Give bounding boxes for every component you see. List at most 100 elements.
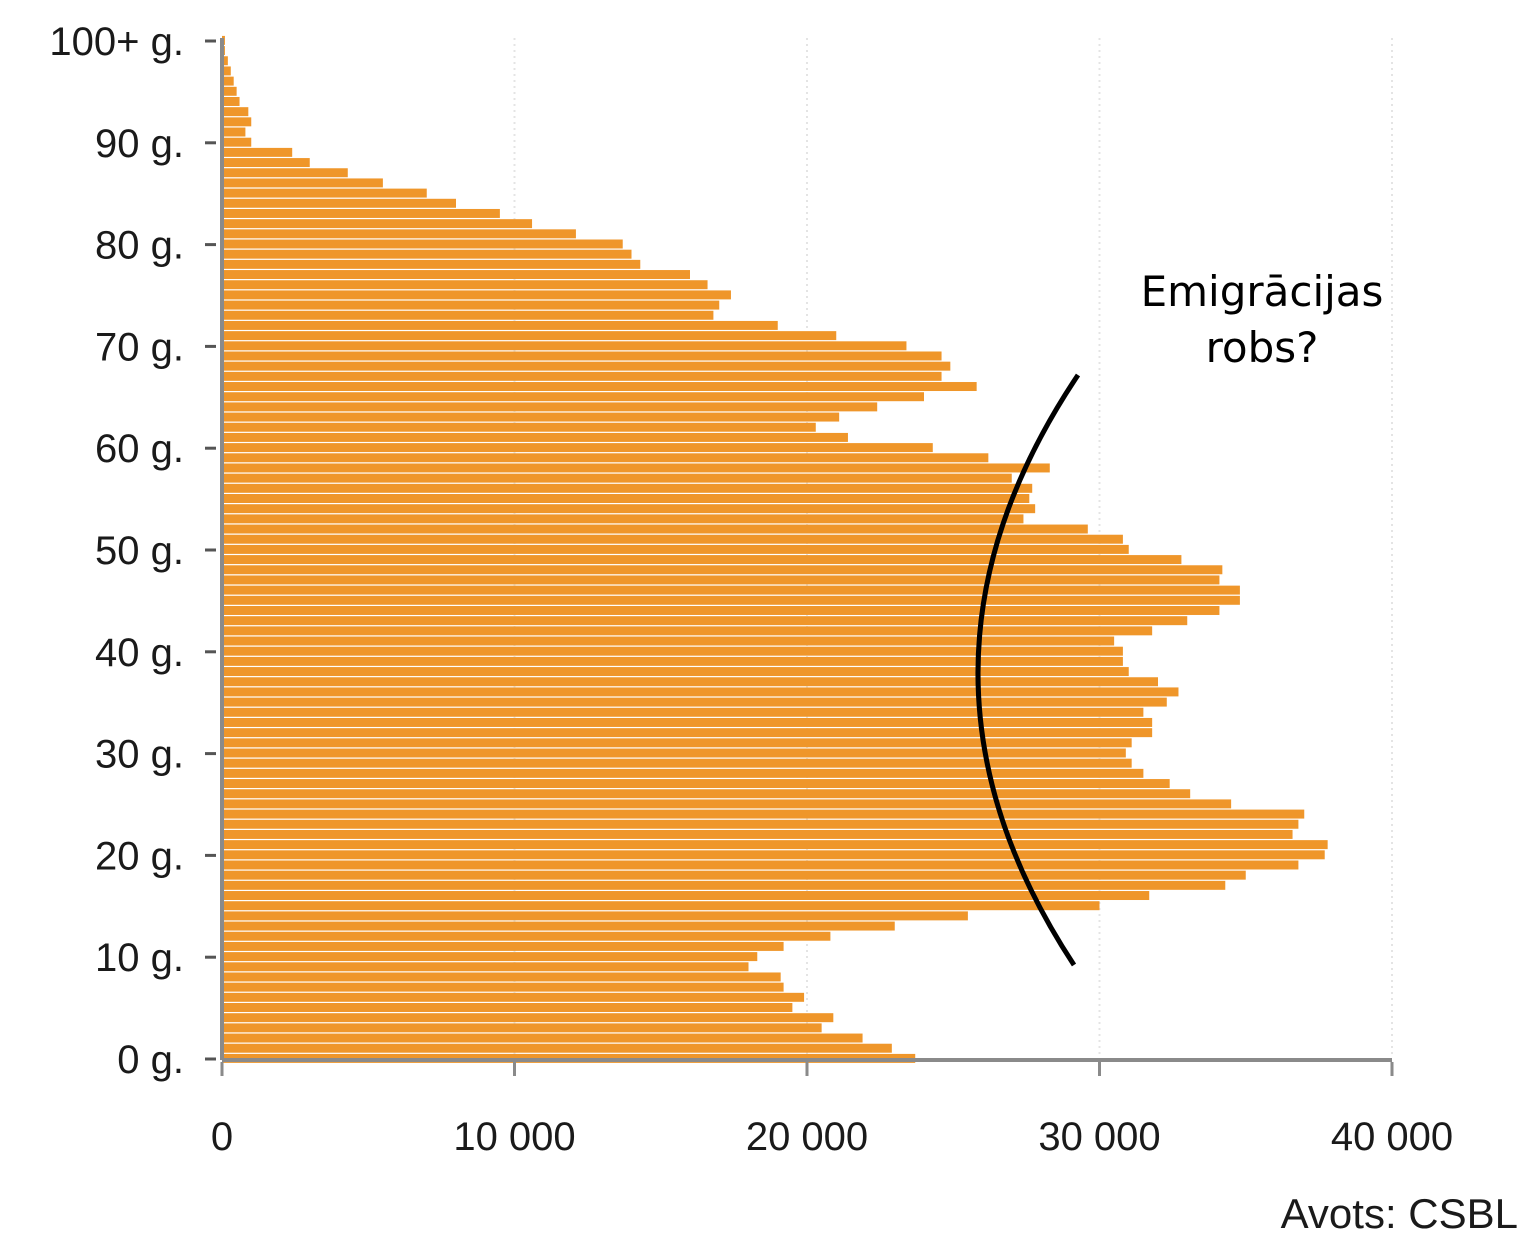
age-bar — [222, 198, 456, 208]
age-bar — [222, 697, 1167, 707]
emigration-gap-arc — [975, 373, 1081, 967]
age-bar — [222, 1013, 834, 1023]
age-bar — [222, 962, 749, 972]
age-bar — [222, 850, 1325, 860]
age-bar — [222, 290, 731, 300]
age-bar — [222, 178, 383, 188]
y-tick-label: 70 g. — [95, 325, 184, 369]
x-tick-label: 10 000 — [453, 1115, 575, 1159]
age-bar — [222, 891, 1150, 901]
x-ticks: 0 10 000 20 000 30 000 40 000 — [211, 1062, 1453, 1159]
age-bar — [222, 636, 1115, 646]
age-bar — [222, 483, 1033, 493]
age-bar — [222, 147, 293, 157]
age-bar — [222, 249, 632, 259]
age-bar — [222, 972, 781, 982]
y-tick-label: 60 g. — [95, 427, 184, 471]
age-bar — [222, 392, 924, 402]
y-tick-label: 0 g. — [117, 1038, 184, 1082]
age-bar — [222, 544, 1129, 554]
x-tick-label: 0 — [211, 1115, 233, 1159]
age-bar — [222, 66, 231, 76]
x-tick-label: 20 000 — [746, 1115, 868, 1159]
age-bar — [222, 748, 1126, 758]
age-bar — [222, 259, 641, 269]
age-bar — [222, 758, 1132, 768]
age-bar — [222, 107, 249, 117]
age-bar — [222, 310, 714, 320]
age-bar — [222, 646, 1123, 656]
y-tick-label: 20 g. — [95, 834, 184, 878]
age-bar — [222, 819, 1299, 829]
y-tick-label: 40 g. — [95, 631, 184, 675]
age-bar — [222, 280, 708, 290]
age-bar — [222, 717, 1153, 727]
age-bar — [222, 331, 837, 341]
age-bar — [222, 534, 1123, 544]
age-bar — [222, 860, 1299, 870]
age-bar — [222, 870, 1246, 880]
age-bar — [222, 809, 1305, 819]
age-bar — [222, 941, 784, 951]
axes — [220, 38, 1392, 1062]
y-ticks: 0 g. 10 g. 20 g. 30 g. 40 g. 50 g. 60 g. 70 g. 8… — [49, 20, 216, 1082]
age-bar — [222, 494, 1030, 503]
annotation-line-1: Emigrācijas — [1141, 267, 1384, 316]
age-bar — [222, 300, 720, 310]
x-tick-label: 40 000 — [1331, 1115, 1453, 1159]
age-bar — [222, 158, 310, 168]
y-tick-label: 30 g. — [95, 733, 184, 777]
age-bar — [222, 595, 1240, 605]
age-bar — [222, 931, 831, 941]
age-bar — [222, 911, 968, 921]
age-bar — [222, 982, 784, 992]
age-bar — [222, 779, 1170, 789]
age-bar — [222, 422, 816, 432]
age-bar — [222, 687, 1179, 697]
y-tick-label: 100+ g. — [49, 20, 184, 64]
age-bar — [222, 514, 1024, 524]
y-tick-label: 90 g. — [95, 122, 184, 166]
age-bar — [222, 575, 1220, 585]
age-bar — [222, 799, 1232, 809]
age-bar — [222, 453, 989, 463]
age-bar — [222, 738, 1132, 748]
age-bar — [222, 901, 1100, 911]
age-bar — [222, 117, 252, 127]
age-bar — [222, 768, 1144, 778]
age-bar — [222, 341, 907, 351]
age-bar — [222, 555, 1182, 565]
age-bar — [222, 270, 690, 280]
age-bar — [222, 829, 1293, 839]
age-bar — [222, 188, 427, 198]
age-bar — [222, 921, 895, 931]
age-bar — [222, 320, 778, 330]
age-bar — [222, 667, 1129, 677]
bars — [222, 35, 1328, 1063]
x-tick-label: 30 000 — [1038, 1115, 1160, 1159]
age-bar — [222, 219, 533, 229]
age-bar — [222, 880, 1226, 890]
age-bar — [222, 585, 1240, 595]
age-bar — [222, 789, 1191, 799]
age-bar — [222, 473, 1012, 483]
age-bar — [222, 992, 805, 1002]
y-tick-label: 10 g. — [95, 936, 184, 980]
age-bar — [222, 96, 240, 106]
age-bar — [222, 76, 234, 86]
age-bar — [222, 432, 848, 442]
age-bar — [222, 371, 942, 381]
age-bar — [222, 1003, 793, 1012]
source-label: Avots: CSBL — [1281, 1190, 1518, 1237]
age-bar — [222, 565, 1223, 575]
age-bar — [222, 127, 246, 137]
age-bar — [222, 56, 228, 66]
age-bar — [222, 1033, 863, 1043]
y-tick-label: 80 g. — [95, 224, 184, 268]
age-bar — [222, 361, 951, 371]
age-bar — [222, 382, 977, 392]
age-bar — [222, 504, 1036, 514]
age-bar — [222, 1043, 892, 1053]
age-bar — [222, 443, 933, 453]
